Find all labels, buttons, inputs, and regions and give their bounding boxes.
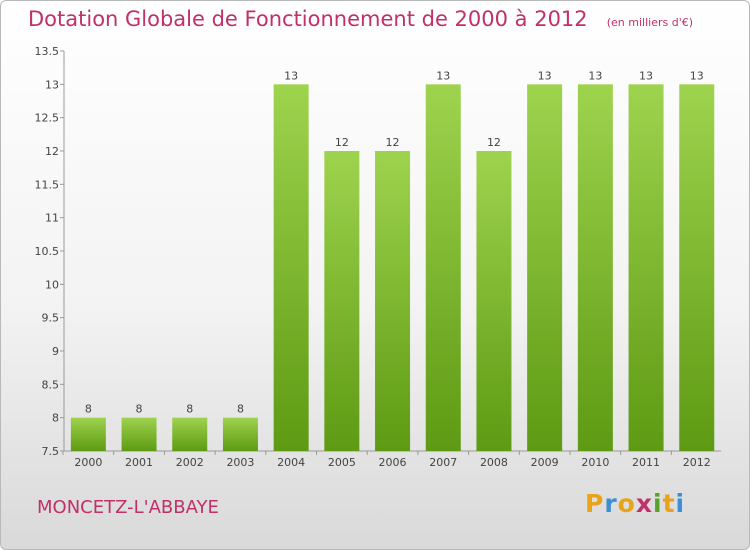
proxiti-logo[interactable]: Proxiti: [585, 489, 685, 518]
chart-subtitle: (en milliers d'€): [606, 16, 694, 29]
bar-2006: [375, 151, 411, 451]
bars: [70, 84, 715, 451]
data-label-2007: 13: [436, 69, 450, 82]
data-label-2011: 13: [639, 69, 653, 82]
data-label-2005: 12: [335, 136, 349, 149]
y-tick-label: 13: [45, 78, 59, 91]
y-tick-label: 9.5: [42, 312, 60, 325]
data-label-2001: 8: [136, 403, 143, 416]
x-tick-label-2001: 2001: [125, 456, 153, 469]
bar-2002: [172, 417, 208, 451]
y-tick-label: 11: [45, 212, 59, 225]
x-tick-label-2002: 2002: [176, 456, 204, 469]
bar-2010: [577, 84, 613, 451]
data-label-2003: 8: [237, 403, 244, 416]
logo-letter: t: [662, 489, 676, 518]
x-tick-label-2009: 2009: [531, 456, 559, 469]
data-label-2010: 13: [588, 69, 602, 82]
logo-letter: x: [635, 489, 653, 518]
data-label-2006: 12: [386, 136, 400, 149]
y-tick-label: 8.5: [42, 378, 60, 391]
logo-letter: o: [617, 489, 636, 518]
bar-2007: [425, 84, 461, 451]
data-label-2012: 13: [690, 69, 704, 82]
y-tick-label: 10.5: [35, 245, 60, 258]
bar-2004: [273, 84, 309, 451]
bar-2009: [527, 84, 563, 451]
logo-letter: i: [653, 489, 663, 518]
x-tick-label-2003: 2003: [226, 456, 254, 469]
bar-2008: [476, 151, 512, 451]
y-tick-label: 11.5: [35, 178, 60, 191]
data-label-2000: 8: [85, 403, 92, 416]
y-tick-label: 10: [45, 278, 59, 291]
x-tick-label-2010: 2010: [581, 456, 609, 469]
logo-letter: i: [675, 489, 686, 518]
city-name: MONCETZ-L'ABBAYE: [37, 497, 219, 518]
bar-2003: [222, 417, 258, 451]
data-label-2002: 8: [186, 403, 193, 416]
x-tick-label-2006: 2006: [379, 456, 407, 469]
axes: 7.5 8 8.5 9 9.5 10 10.5 11 11.5 12 12.5 13 13.5 2000 2…: [35, 45, 721, 469]
x-tick-label-2011: 2011: [632, 456, 660, 469]
y-tick-label: 12.5: [35, 112, 60, 125]
chart-header: Dotation Globale de Fonctionnement de 20…: [28, 7, 693, 31]
chart-title: Dotation Globale de Fonctionnement de 20…: [28, 7, 588, 31]
logo-letter: r: [604, 489, 618, 518]
data-label-2008: 12: [487, 136, 501, 149]
x-tick-label-2005: 2005: [328, 456, 356, 469]
bar-2011: [628, 84, 664, 451]
data-label-2004: 13: [284, 69, 298, 82]
logo-letter: P: [585, 489, 605, 518]
bar-2000: [70, 417, 106, 451]
bar-2012: [679, 84, 715, 451]
y-tick-label: 7.5: [42, 445, 60, 458]
x-tick-label-2007: 2007: [429, 456, 457, 469]
x-tick-label-2012: 2012: [683, 456, 711, 469]
x-tick-label-2000: 2000: [74, 456, 102, 469]
data-labels: 8 8 8 8 13 12 12 13 12 13 13 13 13: [85, 69, 704, 415]
y-tick-label: 13.5: [35, 45, 60, 58]
bar-2005: [324, 151, 360, 451]
data-label-2009: 13: [538, 69, 552, 82]
bar-2001: [121, 417, 157, 451]
y-tick-label: 9: [52, 345, 59, 358]
x-tick-label-2004: 2004: [277, 456, 305, 469]
x-tick-label-2008: 2008: [480, 456, 508, 469]
y-tick-label: 12: [45, 145, 59, 158]
y-tick-label: 8: [52, 412, 59, 425]
